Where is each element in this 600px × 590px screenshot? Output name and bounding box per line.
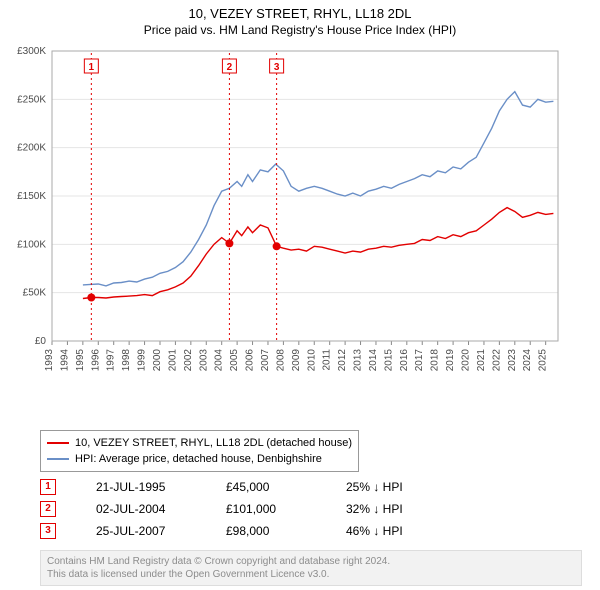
svg-text:1999: 1999 [137, 349, 148, 372]
svg-text:2013: 2013 [353, 349, 364, 372]
svg-text:2025: 2025 [538, 349, 549, 372]
event-price: £98,000 [226, 520, 306, 542]
svg-text:2016: 2016 [399, 349, 410, 372]
event-date: 21-JUL-1995 [96, 476, 186, 498]
svg-text:1995: 1995 [75, 349, 86, 372]
event-marker: 2 [40, 501, 56, 517]
svg-text:£200K: £200K [17, 143, 46, 154]
sale-point [225, 239, 233, 247]
legend-item: HPI: Average price, detached house, Denb… [47, 451, 352, 467]
chart-title: 10, VEZEY STREET, RHYL, LL18 2DL [0, 0, 600, 21]
event-price: £45,000 [226, 476, 306, 498]
svg-text:1997: 1997 [106, 349, 117, 372]
event-date: 02-JUL-2004 [96, 498, 186, 520]
event-price: £101,000 [226, 498, 306, 520]
event-diff: 25% ↓ HPI [346, 476, 436, 498]
svg-text:2020: 2020 [461, 349, 472, 372]
footer-line2: This data is licensed under the Open Gov… [47, 568, 575, 581]
svg-text:£300K: £300K [17, 46, 46, 57]
legend-swatch [47, 442, 69, 444]
svg-text:1993: 1993 [44, 349, 55, 372]
svg-text:2005: 2005 [229, 349, 240, 372]
svg-text:2000: 2000 [152, 349, 163, 372]
svg-text:2010: 2010 [306, 349, 317, 372]
svg-text:2004: 2004 [214, 349, 225, 372]
chart-svg: £0 £50K £100K £150K £200K £250K £300K 1993 1994 1… [0, 41, 560, 381]
svg-text:2018: 2018 [430, 349, 441, 372]
event-row: 2 02-JUL-2004 £101,000 32% ↓ HPI [40, 498, 436, 520]
event-diff: 46% ↓ HPI [346, 520, 436, 542]
svg-text:2012: 2012 [337, 349, 348, 372]
svg-text:£250K: £250K [17, 94, 46, 105]
svg-text:2002: 2002 [183, 349, 194, 372]
legend: 10, VEZEY STREET, RHYL, LL18 2DL (detach… [40, 430, 359, 472]
svg-text:2011: 2011 [322, 349, 333, 371]
svg-text:2019: 2019 [445, 349, 456, 372]
event-row: 3 25-JUL-2007 £98,000 46% ↓ HPI [40, 520, 436, 542]
svg-text:2017: 2017 [414, 349, 425, 372]
svg-text:2008: 2008 [275, 349, 286, 372]
svg-text:£100K: £100K [17, 239, 46, 250]
svg-text:2015: 2015 [383, 349, 394, 372]
svg-text:2: 2 [227, 62, 233, 73]
legend-swatch [47, 458, 69, 460]
svg-text:1998: 1998 [121, 349, 132, 372]
svg-text:2003: 2003 [198, 349, 209, 372]
svg-text:2007: 2007 [260, 349, 271, 372]
event-diff: 32% ↓ HPI [346, 498, 436, 520]
sale-point [87, 294, 95, 302]
footer-attribution: Contains HM Land Registry data © Crown c… [40, 550, 582, 586]
svg-text:£150K: £150K [17, 191, 46, 202]
svg-text:1994: 1994 [59, 349, 70, 372]
svg-text:2022: 2022 [491, 349, 502, 372]
sale-point [273, 242, 281, 250]
footer-line1: Contains HM Land Registry data © Crown c… [47, 555, 575, 568]
event-row: 1 21-JUL-1995 £45,000 25% ↓ HPI [40, 476, 436, 498]
svg-text:2009: 2009 [291, 349, 302, 372]
svg-text:1: 1 [89, 62, 95, 73]
legend-label: HPI: Average price, detached house, Denb… [75, 451, 322, 467]
legend-item: 10, VEZEY STREET, RHYL, LL18 2DL (detach… [47, 435, 352, 451]
svg-text:£50K: £50K [23, 288, 47, 299]
event-date: 25-JUL-2007 [96, 520, 186, 542]
svg-text:2001: 2001 [167, 349, 178, 372]
chart-container: { "title": "10, VEZEY STREET, RHYL, LL18… [0, 0, 600, 590]
svg-text:3: 3 [274, 62, 280, 73]
events-table: 1 21-JUL-1995 £45,000 25% ↓ HPI 2 02-JUL-2004… [40, 476, 436, 542]
svg-text:2023: 2023 [507, 349, 518, 372]
svg-text:£0: £0 [35, 336, 47, 347]
legend-label: 10, VEZEY STREET, RHYL, LL18 2DL (detach… [75, 435, 352, 451]
svg-text:1996: 1996 [90, 349, 101, 372]
svg-text:2024: 2024 [522, 349, 533, 372]
chart-subtitle: Price paid vs. HM Land Registry's House … [0, 21, 600, 41]
event-marker: 3 [40, 523, 56, 539]
event-marker: 1 [40, 479, 56, 495]
svg-text:2014: 2014 [368, 349, 379, 372]
svg-text:2021: 2021 [476, 349, 487, 372]
svg-text:2006: 2006 [245, 349, 256, 372]
